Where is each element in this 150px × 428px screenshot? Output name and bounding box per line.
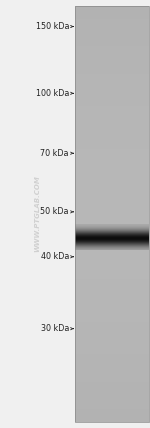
Text: 30 kDa: 30 kDa (41, 324, 69, 333)
Text: 40 kDa: 40 kDa (41, 252, 69, 262)
Text: 150 kDa: 150 kDa (36, 22, 69, 31)
Bar (75, 6, 148, 422)
Text: 50 kDa: 50 kDa (40, 207, 69, 217)
Text: 100 kDa: 100 kDa (36, 89, 69, 98)
Text: WWW.PTGLAB.COM: WWW.PTGLAB.COM (34, 175, 40, 253)
Text: 70 kDa: 70 kDa (40, 149, 69, 158)
